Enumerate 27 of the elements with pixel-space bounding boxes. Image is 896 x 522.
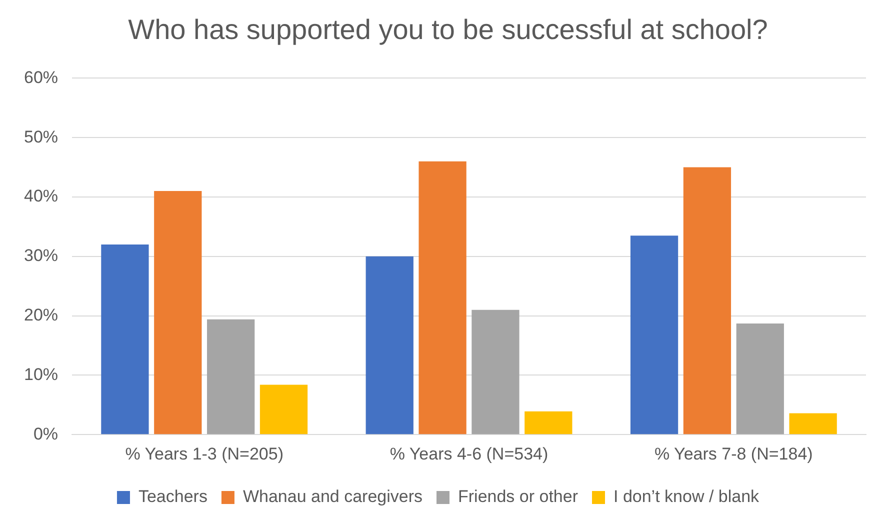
- bar: [630, 236, 678, 434]
- bar: [101, 244, 149, 434]
- bar: [736, 324, 784, 434]
- x-tick-label: % Years 7-8 (N=184): [654, 444, 813, 464]
- bar: [418, 161, 466, 434]
- bar: [260, 384, 308, 434]
- legend-label: Whanau and caregivers: [242, 487, 422, 506]
- y-tick-label: 20%: [24, 305, 58, 324]
- bar: [683, 167, 732, 434]
- x-tick-label: % Years 4-6 (N=534): [390, 444, 548, 464]
- y-tick-label: 60%: [24, 68, 58, 87]
- legend-label: Friends or other: [458, 487, 578, 506]
- chart-title: Who has supported you to be successful at school?: [127, 14, 769, 47]
- y-tick-label: 40%: [24, 186, 58, 206]
- y-tick-label: 50%: [24, 127, 58, 146]
- bar: [207, 319, 255, 434]
- bar: [472, 310, 520, 434]
- y-tick-label: 10%: [24, 364, 58, 384]
- legend-label: Teachers: [138, 487, 208, 506]
- bar: [524, 411, 572, 434]
- y-tick-label: 0%: [33, 424, 58, 444]
- bar: [366, 256, 414, 434]
- bar: [154, 191, 202, 434]
- y-tick-label: 30%: [24, 246, 58, 266]
- legend-label: I don’t know / blank: [613, 487, 760, 506]
- bar: [789, 413, 837, 434]
- x-tick-label: % Years 1-3 (N=205): [125, 444, 284, 464]
